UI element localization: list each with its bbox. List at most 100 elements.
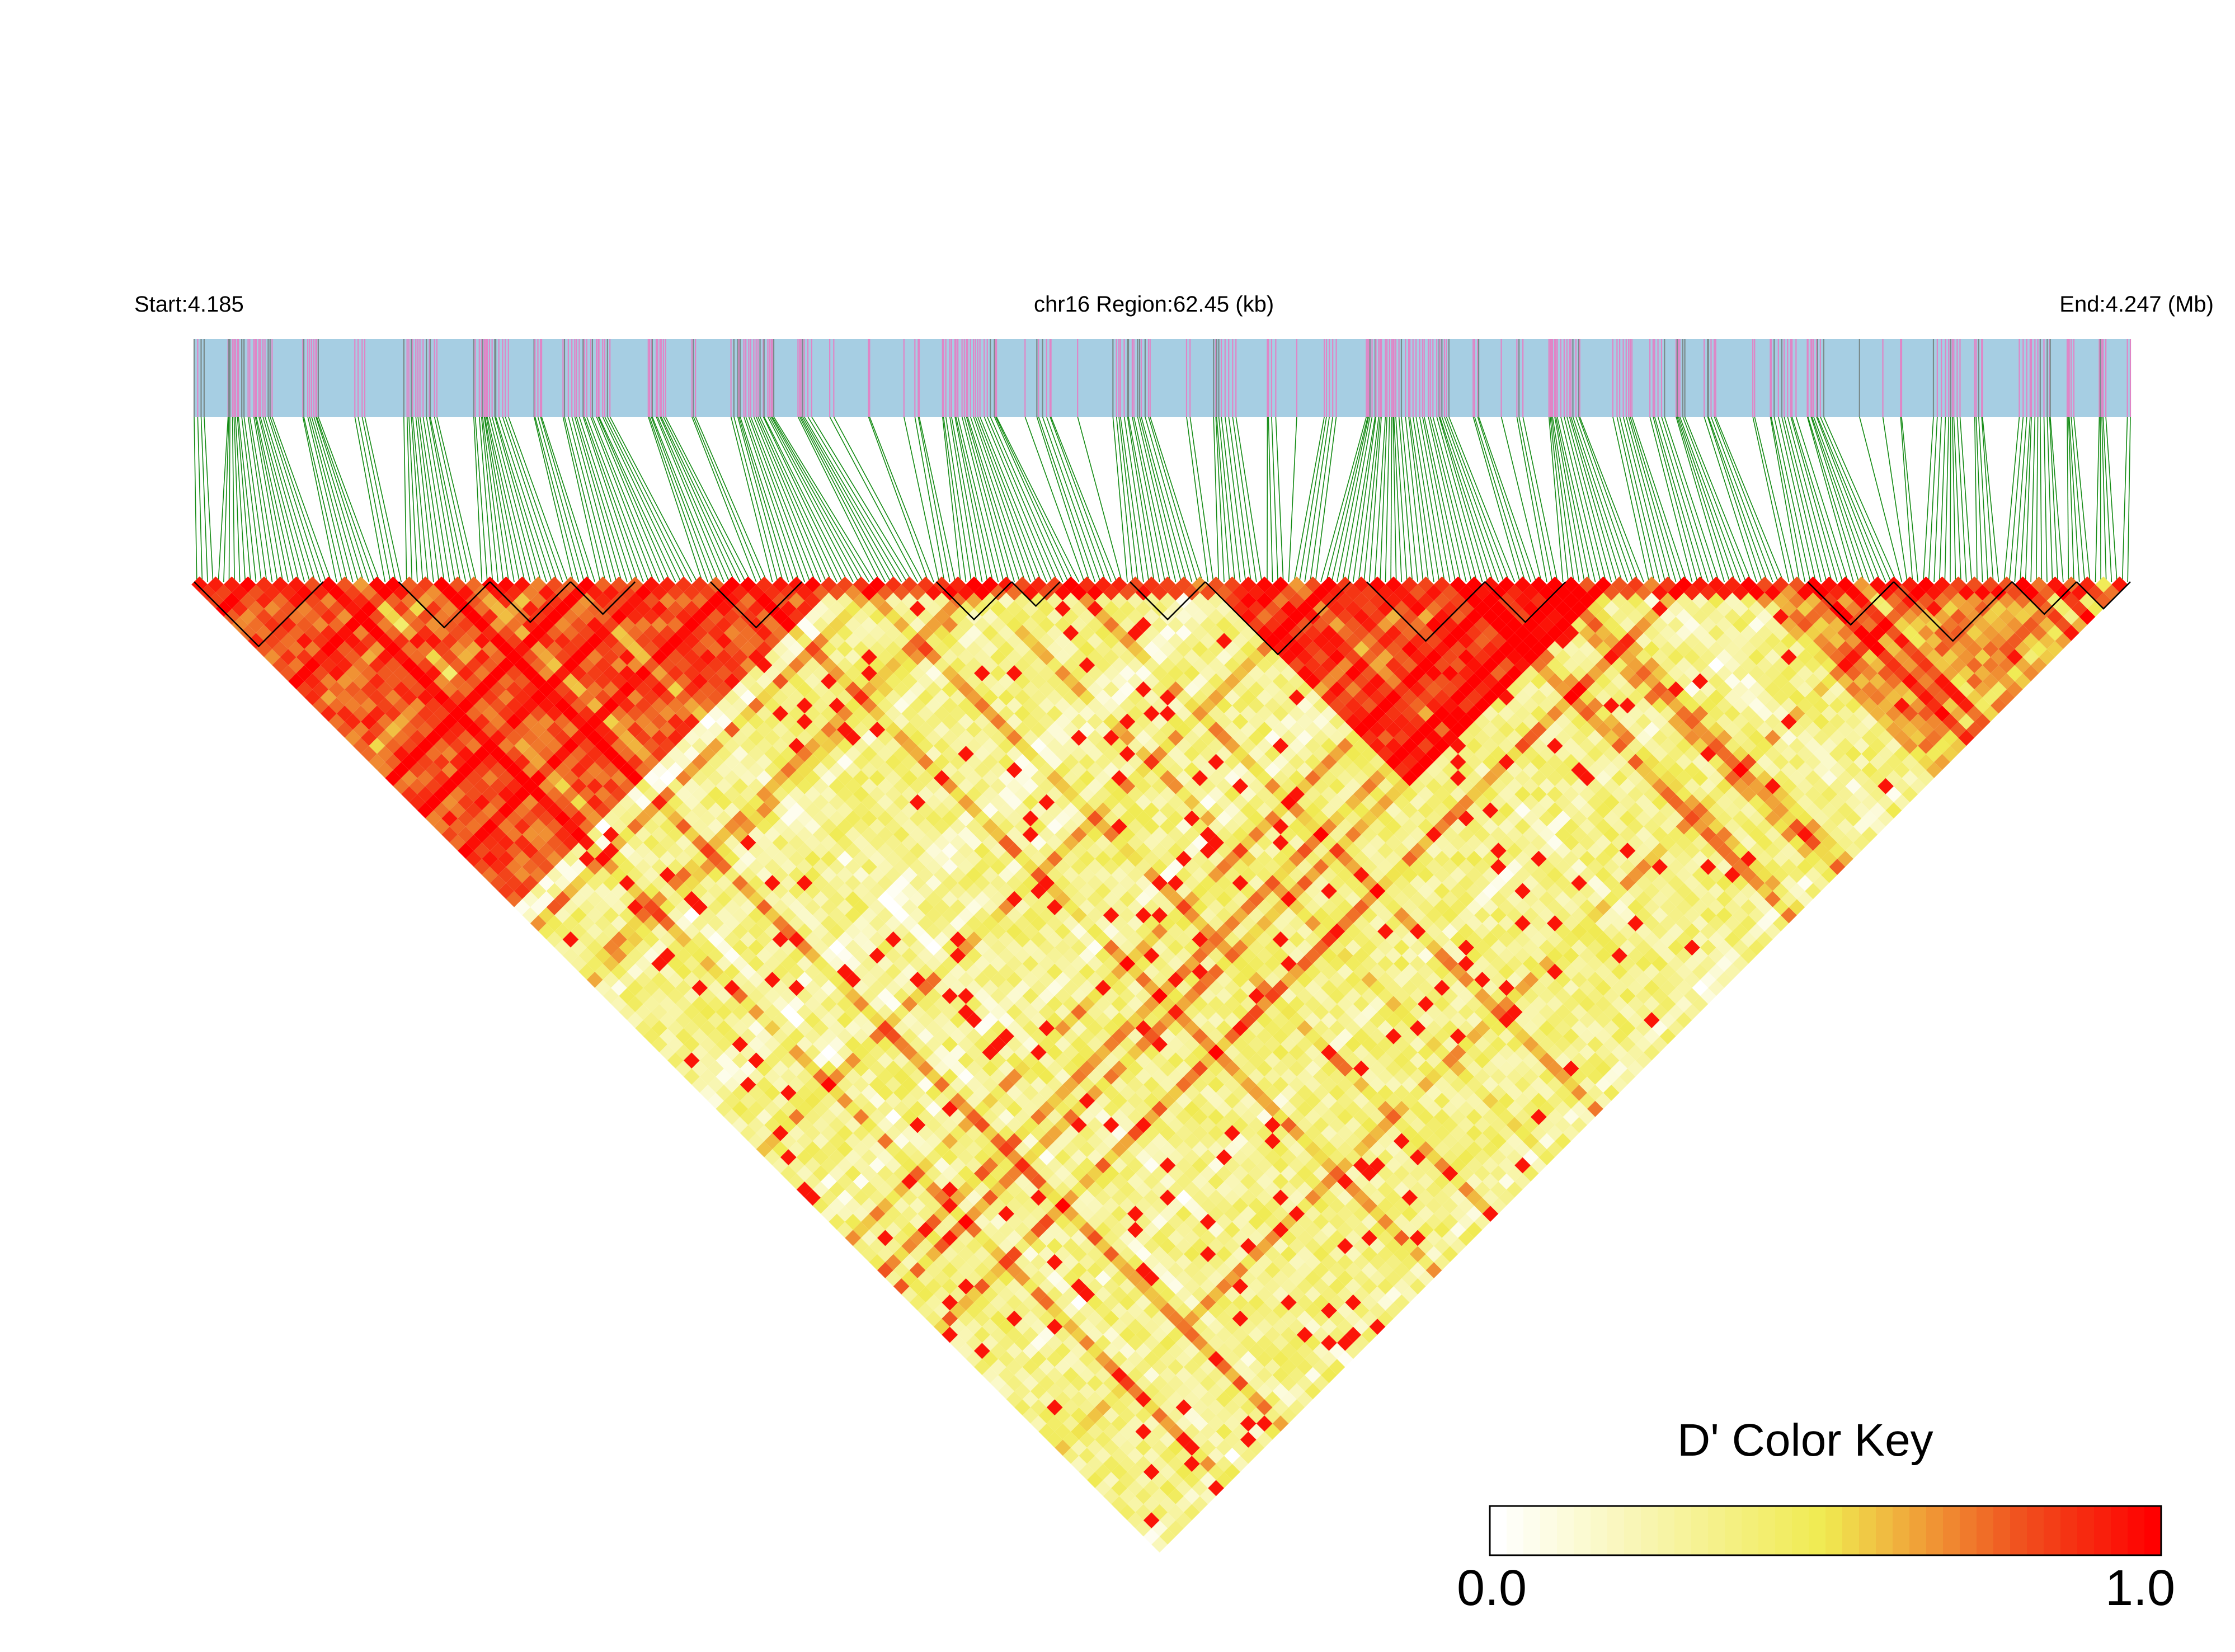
ld-cell	[1086, 1294, 1103, 1311]
ld-cell	[1119, 1375, 1136, 1391]
ld-cell	[861, 939, 877, 956]
ld-cell	[966, 1060, 982, 1077]
ld-cell	[1305, 1367, 1321, 1383]
ld-cell	[812, 972, 829, 988]
ld-cell	[490, 826, 506, 843]
ld-cell	[723, 1109, 740, 1126]
ld-cell	[1183, 1504, 1200, 1521]
ld-cell	[1183, 1391, 1200, 1408]
ld-cell	[869, 931, 886, 948]
ld-cell	[1119, 1439, 1136, 1456]
ld-cell	[998, 1367, 1015, 1383]
ld-cell	[506, 584, 523, 601]
ld-cell	[756, 1044, 773, 1061]
ld-cell	[627, 689, 643, 706]
ld-cell	[441, 600, 458, 617]
ld-cell	[385, 737, 402, 754]
snp-connector-line	[1036, 416, 1090, 582]
ld-cell	[1216, 1294, 1232, 1311]
ld-cell	[377, 665, 393, 681]
ld-cell	[304, 689, 321, 706]
ld-cell	[1038, 1343, 1055, 1359]
ld-cell	[603, 972, 619, 988]
ld-cell	[723, 867, 740, 883]
ld-cell	[893, 1246, 910, 1263]
ld-cell	[651, 891, 668, 907]
ld-cell	[506, 778, 523, 794]
ld-cell	[732, 810, 749, 827]
ld-cell	[675, 980, 692, 996]
snp-connector-line	[1288, 416, 1297, 582]
ld-cell	[312, 616, 329, 633]
ld-cell	[651, 746, 668, 763]
snp-connector-line	[1790, 416, 1838, 582]
ld-cell	[1183, 1488, 1200, 1504]
ld-cell	[1014, 1189, 1031, 1206]
ld-cell	[377, 697, 393, 714]
snp-connector-line	[695, 416, 768, 582]
ld-cell	[893, 987, 910, 1004]
ld-cell	[756, 915, 773, 931]
ld-cell	[570, 665, 587, 681]
snp-connector-line	[1216, 416, 1230, 582]
ld-cell	[691, 1060, 708, 1077]
ld-cell	[1071, 1213, 1087, 1230]
ld-cell	[506, 729, 523, 746]
ld-cell	[345, 697, 361, 714]
ld-cell	[772, 1141, 789, 1157]
ld-cell	[909, 972, 926, 988]
ld-cell	[619, 939, 636, 956]
ld-cell	[570, 794, 587, 811]
ld-cell	[966, 1286, 982, 1303]
snp-connector-line	[1795, 416, 1849, 582]
ld-cell	[401, 705, 417, 722]
ld-cell	[530, 592, 547, 609]
ld-cell	[756, 1028, 773, 1044]
ld-cell	[465, 850, 482, 867]
ld-cell	[829, 1084, 845, 1101]
snp-connector-line	[1395, 416, 1408, 582]
ld-cell	[966, 1044, 982, 1061]
snp-connector-line	[1235, 416, 1263, 582]
snp-connector-line	[1806, 416, 1854, 582]
ld-cell	[449, 834, 466, 851]
ld-cell	[949, 1222, 966, 1238]
ld-cell	[829, 1117, 845, 1133]
ld-cell	[401, 609, 417, 625]
ld-cell	[708, 1044, 724, 1061]
ld-cell	[603, 874, 619, 891]
ld-cell	[933, 1237, 950, 1254]
ld-cell	[772, 1044, 789, 1061]
ld-cell	[603, 859, 619, 875]
ld-cell	[1103, 1310, 1119, 1327]
snp-connector-line	[1148, 416, 1198, 582]
ld-cell	[1119, 1504, 1136, 1521]
ld-cell	[619, 762, 636, 778]
ld-cell	[530, 754, 547, 770]
ld-cell	[1030, 1302, 1047, 1319]
ld-cell	[667, 859, 684, 875]
snp-connector-line	[473, 416, 483, 582]
ld-cell	[1086, 1391, 1103, 1408]
ld-cell	[1135, 1423, 1152, 1440]
ld-cell	[772, 883, 789, 900]
ld-cell	[433, 737, 450, 754]
ld-cell	[619, 729, 636, 746]
snp-connector-line	[1823, 416, 1897, 582]
snp-connector-line	[434, 416, 472, 582]
ld-cell	[554, 810, 571, 827]
ld-cell	[933, 1028, 950, 1044]
ld-cell	[385, 609, 402, 625]
snp-connector-line	[773, 416, 875, 582]
snp-connector-line	[1215, 416, 1225, 582]
snp-connector-line	[1575, 416, 1634, 582]
ld-cell	[1014, 1157, 1031, 1174]
snp-connector-line	[807, 416, 907, 582]
ld-cell	[1038, 1391, 1055, 1408]
ld-cell	[982, 1044, 999, 1061]
ld-cell	[982, 1270, 999, 1287]
ld-cell	[748, 1052, 765, 1069]
ld-cell	[1151, 1423, 1168, 1440]
ld-cell	[772, 850, 789, 867]
ld-cell	[861, 1084, 877, 1101]
